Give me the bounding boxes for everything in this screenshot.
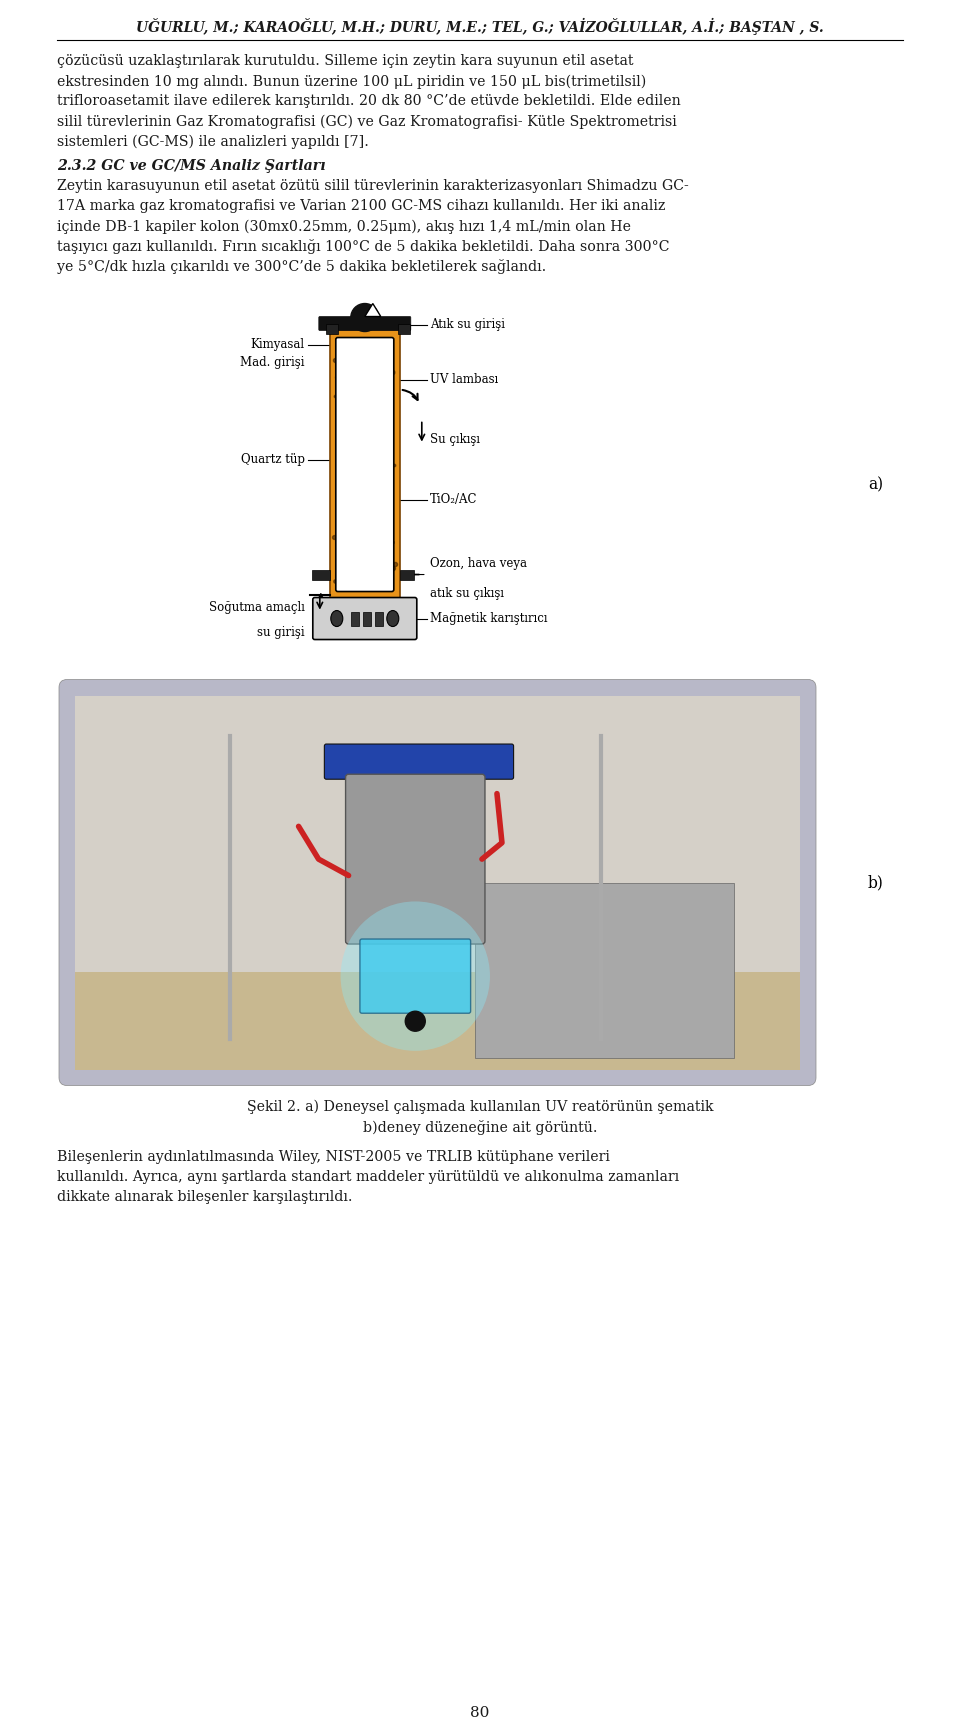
Text: kullanıldı. Ayrıca, aynı şartlarda standart maddeler yürütüldü ve alıkonulma zam: kullanıldı. Ayrıca, aynı şartlarda stand…	[57, 1170, 679, 1184]
Text: Şekil 2. a) Deneysel çalışmada kullanılan UV reatörünün şematik: Şekil 2. a) Deneysel çalışmada kullanıla…	[247, 1099, 713, 1113]
FancyBboxPatch shape	[330, 329, 399, 600]
Text: trifloroasetamit ilave edilerek karıştırıldı. 20 dk 80 °C’de etüvde bekletildi. : trifloroasetamit ilave edilerek karıştır…	[57, 94, 681, 108]
Circle shape	[341, 902, 490, 1051]
Text: TiO₂/AC: TiO₂/AC	[430, 492, 477, 506]
FancyBboxPatch shape	[312, 569, 330, 579]
FancyBboxPatch shape	[397, 324, 410, 333]
FancyBboxPatch shape	[313, 598, 417, 640]
Text: taşıyıcı gazı kullanıldı. Fırın sıcaklığı 100°C de 5 dakika bekletildi. Daha son: taşıyıcı gazı kullanıldı. Fırın sıcaklığ…	[57, 239, 669, 255]
Text: su girişi: su girişi	[257, 626, 305, 638]
Bar	[75, 973, 800, 1070]
Text: Su çıkışı: Su çıkışı	[430, 434, 480, 446]
FancyBboxPatch shape	[360, 940, 470, 1013]
Text: atık su çıkışı: atık su çıkışı	[430, 586, 504, 600]
Ellipse shape	[387, 610, 398, 626]
Text: dikkate alınarak bileşenler karşılaştırıldı.: dikkate alınarak bileşenler karşılaştırı…	[57, 1190, 352, 1203]
FancyBboxPatch shape	[319, 317, 411, 331]
FancyBboxPatch shape	[325, 324, 338, 333]
Text: b): b)	[867, 874, 883, 891]
Text: Quartz tüp: Quartz tüp	[241, 453, 305, 466]
Bar	[474, 883, 733, 1058]
Text: Ozon, hava veya: Ozon, hava veya	[430, 557, 527, 569]
Bar	[75, 695, 800, 1070]
Text: ye 5°C/dk hızla çıkarıldı ve 300°C’de 5 dakika bekletilerek sağlandı.: ye 5°C/dk hızla çıkarıldı ve 300°C’de 5 …	[57, 260, 546, 274]
Text: Zeytin karasuyunun etil asetat özütü silil türevlerinin karakterizasyonları Shim: Zeytin karasuyunun etil asetat özütü sil…	[57, 179, 688, 192]
Text: silil türevlerinin Gaz Kromatografisi (GC) ve Gaz Kromatografisi- Kütle Spektrom: silil türevlerinin Gaz Kromatografisi (G…	[57, 114, 677, 128]
Text: çözücüsü uzaklaştırılarak kurutuldu. Silleme için zeytin kara suyunun etil aseta: çözücüsü uzaklaştırılarak kurutuldu. Sil…	[57, 54, 634, 68]
Text: UĞURLU, M.; KARAOĞLU, M.H.; DURU, M.E.; TEL, G.; VAİZOĞLULLAR, A.İ.; BAŞTAN , S.: UĞURLU, M.; KARAOĞLU, M.H.; DURU, M.E.; …	[136, 17, 824, 35]
FancyBboxPatch shape	[336, 338, 394, 591]
Polygon shape	[365, 303, 381, 317]
Text: içinde DB-1 kapiler kolon (30mx0.25mm, 0.25μm), akış hızı 1,4 mL/min olan He: içinde DB-1 kapiler kolon (30mx0.25mm, 0…	[57, 218, 631, 234]
Text: 80: 80	[470, 1706, 490, 1720]
Text: a): a)	[868, 477, 883, 492]
Text: 17A marka gaz kromatografisi ve Varian 2100 GC-MS cihazı kullanıldı. Her iki ana: 17A marka gaz kromatografisi ve Varian 2…	[57, 199, 665, 213]
FancyBboxPatch shape	[363, 612, 371, 626]
FancyBboxPatch shape	[399, 569, 414, 579]
Text: Mağnetik karıştırıcı: Mağnetik karıştırıcı	[430, 612, 547, 624]
Text: Kimyasal: Kimyasal	[251, 338, 305, 350]
Text: b)deney düzeneğine ait görüntü.: b)deney düzeneğine ait görüntü.	[363, 1120, 597, 1134]
Text: sistemleri (GC-MS) ile analizleri yapıldı [7].: sistemleri (GC-MS) ile analizleri yapıld…	[57, 135, 369, 149]
FancyBboxPatch shape	[324, 744, 514, 779]
Circle shape	[405, 1011, 425, 1032]
Text: Atık su girişi: Atık su girişi	[430, 317, 505, 331]
Ellipse shape	[331, 610, 343, 626]
Circle shape	[350, 303, 379, 331]
FancyBboxPatch shape	[59, 680, 816, 1085]
FancyBboxPatch shape	[350, 612, 359, 626]
Text: ekstresinden 10 mg alındı. Bunun üzerine 100 μL piridin ve 150 μL bis(trimetilsi: ekstresinden 10 mg alındı. Bunun üzerine…	[57, 75, 646, 88]
FancyBboxPatch shape	[346, 773, 485, 943]
FancyBboxPatch shape	[374, 612, 383, 626]
Text: UV lambası: UV lambası	[430, 373, 498, 387]
Text: Bileşenlerin aydınlatılmasında Wiley, NIST-2005 ve TRLIB kütüphane verileri: Bileşenlerin aydınlatılmasında Wiley, NI…	[57, 1150, 610, 1164]
Text: Soğutma amaçlı: Soğutma amaçlı	[209, 600, 305, 614]
Text: 2.3.2 GC ve GC/MS Analiz Şartları: 2.3.2 GC ve GC/MS Analiz Şartları	[57, 160, 325, 173]
Text: Mad. girişi: Mad. girişi	[240, 355, 305, 369]
